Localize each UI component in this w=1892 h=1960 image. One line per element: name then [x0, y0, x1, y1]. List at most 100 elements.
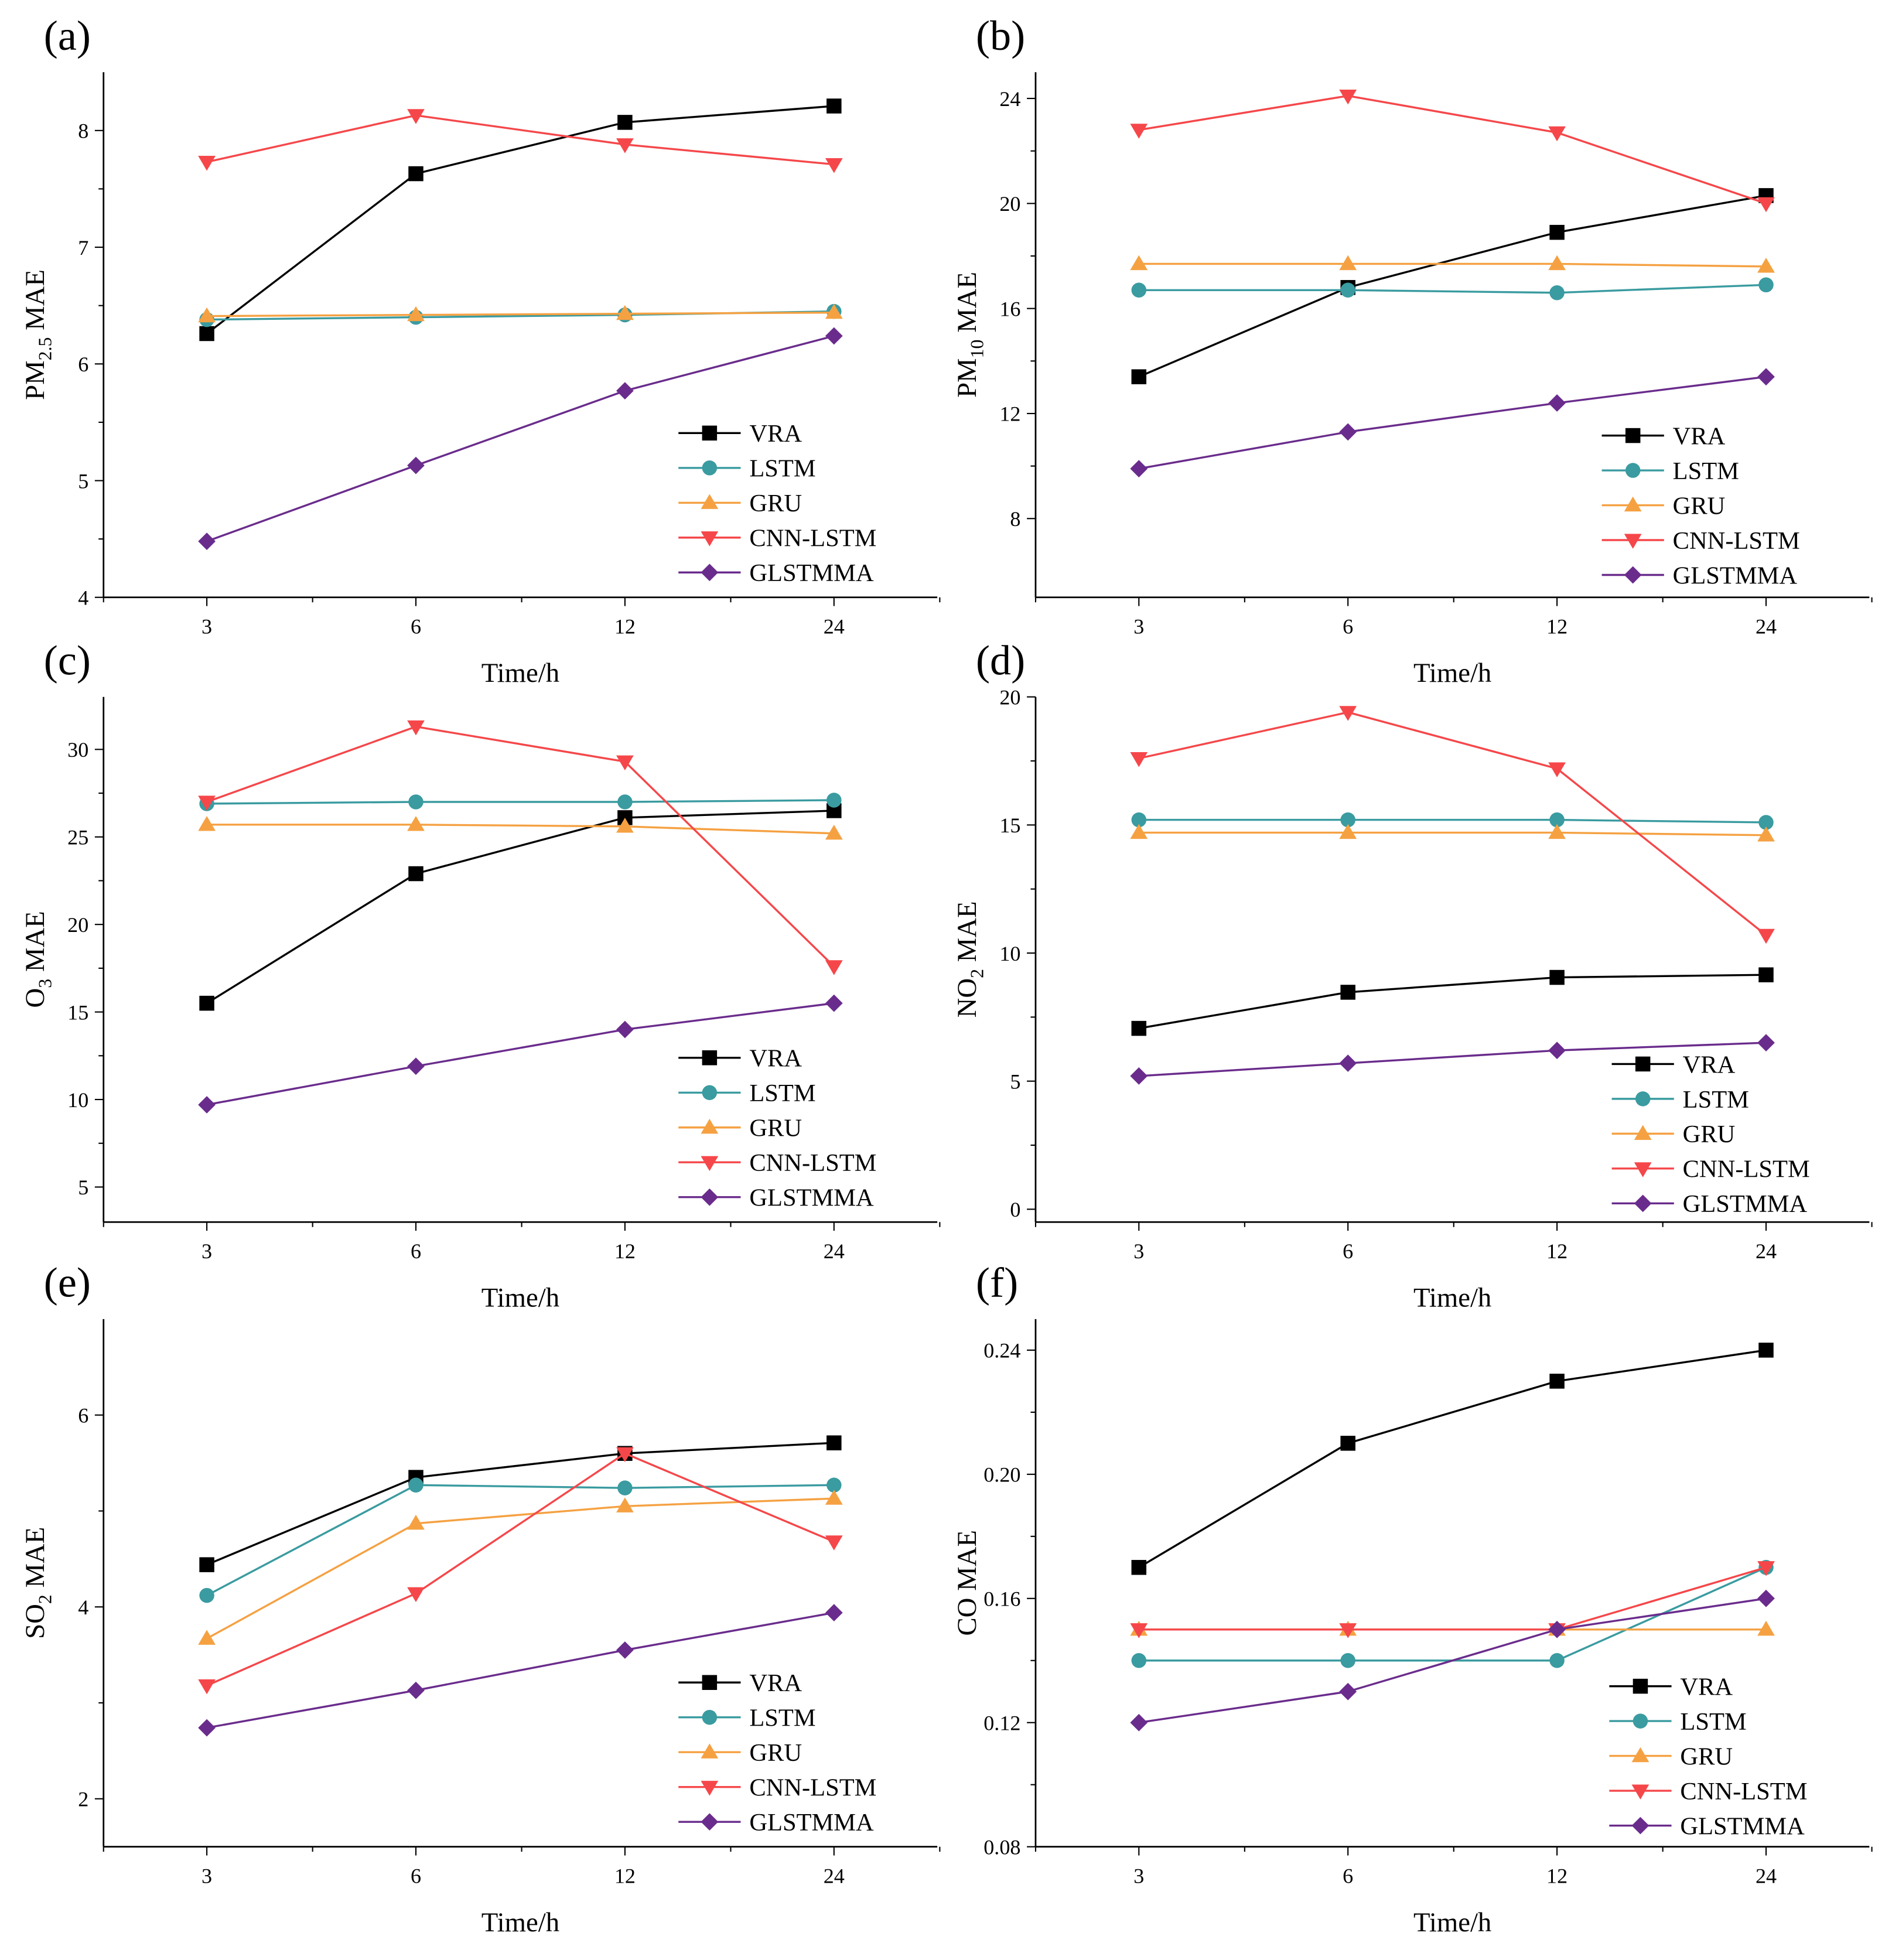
data-point: [407, 1057, 425, 1075]
series-gru: [198, 815, 843, 840]
series-line: [206, 1452, 835, 1687]
y-axis-title-rest: MAE: [20, 911, 50, 979]
data-point: [198, 1719, 216, 1737]
data-point: [825, 1535, 843, 1551]
legend-label: GRU: [1680, 1743, 1733, 1770]
series-lstm: [199, 793, 842, 811]
legend-label: LSTM: [1680, 1708, 1746, 1736]
x-axis-title: Time/h: [1413, 1283, 1491, 1313]
data-point: [616, 1447, 634, 1463]
legend-marker: [701, 1118, 719, 1134]
data-point: [198, 155, 216, 171]
series-vra: [1131, 967, 1774, 1036]
data-point: [1548, 1620, 1566, 1638]
y-tick-label: 2: [78, 1788, 88, 1811]
x-tick-label: 6: [1343, 614, 1353, 638]
series-gru: [198, 1490, 843, 1645]
series-line: [1138, 711, 1767, 936]
series-line: [206, 334, 835, 542]
legend: VRA LSTM GRU CNN-LSTM GLSTMMA: [678, 1045, 876, 1212]
data-point: [827, 98, 842, 114]
series-line: [206, 810, 834, 1005]
data-point: [198, 532, 216, 550]
data-point: [407, 456, 425, 474]
data-point: [1339, 1682, 1357, 1701]
data-point: [1548, 824, 1566, 839]
data-point: [1549, 224, 1565, 240]
panel-d: (d) 3 6 12 24 0 5 10 15 20 Time/h NO2 MAE VRA LSTM GRU…: [952, 637, 1873, 1313]
y-tick-label: 4: [78, 586, 88, 609]
y-tick-label: 24: [999, 87, 1020, 111]
y-axis-title-rest: MAE: [952, 901, 982, 969]
legend-label: LSTM: [1683, 1086, 1749, 1114]
data-point: [407, 815, 425, 831]
y-tick-label: 20: [67, 913, 88, 937]
data-point: [408, 166, 424, 182]
y-tick-label: 16: [999, 297, 1020, 320]
series-vra: [199, 803, 842, 1011]
data-point: [199, 326, 214, 342]
data-point: [825, 327, 843, 345]
y-axis-title: O3 MAE: [20, 911, 56, 1008]
x-tick-label: 12: [614, 614, 636, 638]
data-point: [1130, 460, 1148, 477]
legend-marker: [1634, 1194, 1652, 1213]
y-tick-label: 5: [78, 469, 88, 493]
series-line: [207, 824, 834, 835]
data-point: [1757, 368, 1775, 386]
data-point: [1757, 1561, 1775, 1576]
y-tick-label: 5: [1010, 1070, 1020, 1093]
series-line: [207, 799, 834, 805]
legend-label: VRA: [749, 420, 802, 448]
data-point: [199, 1587, 214, 1603]
data-point: [1757, 1034, 1775, 1051]
data-point: [407, 1514, 425, 1530]
panel-label: (a): [44, 12, 91, 59]
legend-marker: [1633, 1678, 1648, 1694]
data-point: [1131, 1020, 1147, 1036]
data-point: [408, 794, 424, 810]
data-point: [407, 1681, 425, 1699]
x-tick-label: 24: [1756, 1864, 1777, 1887]
series-lstm: [199, 1477, 842, 1603]
legend: VRA LSTM GRU CNN-LSTM GLSTMMA: [1601, 422, 1800, 589]
y-tick-label: 6: [78, 1404, 88, 1427]
data-point: [1130, 1713, 1148, 1732]
series-vra: [1131, 1343, 1774, 1575]
series-line: [206, 1611, 835, 1729]
series-line: [206, 1002, 835, 1106]
data-point: [408, 866, 424, 882]
data-point: [827, 1435, 842, 1450]
y-tick-label: 0: [1010, 1198, 1020, 1221]
legend-marker: [1625, 463, 1641, 478]
series-lstm: [1131, 277, 1774, 301]
data-point: [1757, 928, 1775, 944]
legend-label: CNN-LSTM: [1683, 1156, 1810, 1183]
series-line: [1139, 1597, 1767, 1724]
y-axis-title-subscript: 3: [35, 979, 56, 988]
y-tick-label: 0.12: [983, 1711, 1020, 1734]
legend-label: GRU: [1683, 1121, 1736, 1148]
y-tick-label: 10: [999, 942, 1020, 965]
data-point: [1340, 812, 1355, 828]
x-tick-label: 24: [824, 1864, 845, 1887]
series-glstmma: [1130, 1589, 1775, 1732]
series-line: [206, 114, 834, 166]
panel-label: (c): [44, 637, 91, 684]
series-glstmma: [198, 327, 843, 550]
series-line: [1139, 831, 1767, 836]
y-axis-title-main: NO: [952, 978, 982, 1017]
x-tick-label: 6: [411, 1239, 421, 1263]
data-point: [1757, 826, 1775, 842]
legend-marker: [702, 425, 718, 441]
x-tick-label: 12: [1546, 614, 1567, 638]
x-tick-label: 3: [1133, 1864, 1144, 1887]
x-axis-title: Time/h: [1413, 1907, 1491, 1938]
legend-marker: [1633, 1713, 1648, 1729]
data-point: [617, 115, 633, 130]
data-point: [199, 1557, 214, 1572]
data-point: [1548, 1042, 1566, 1060]
data-point: [198, 1096, 216, 1114]
data-point: [616, 755, 634, 771]
